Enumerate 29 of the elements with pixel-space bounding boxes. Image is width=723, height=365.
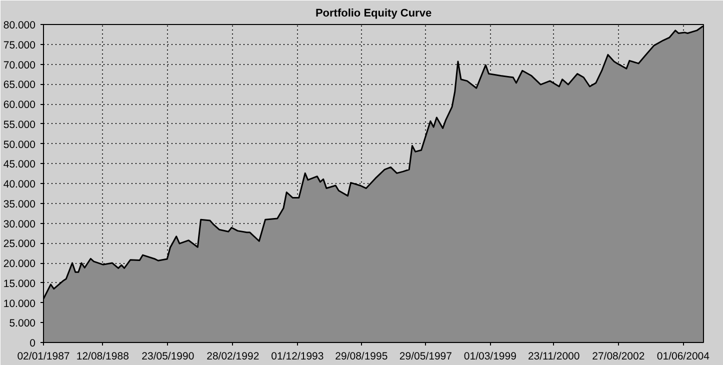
y-tick-label: 25.000 — [3, 238, 36, 250]
x-tick-label: 28/02/1992 — [206, 350, 260, 362]
x-tick-label: 23/05/1990 — [142, 350, 194, 362]
y-tick-label: 70.000 — [3, 59, 36, 72]
y-tick-label: 5.000 — [9, 318, 36, 330]
x-tick-label: 27/08/2002 — [592, 350, 645, 362]
chart-title: Portfolio Equity Curve — [315, 8, 432, 20]
y-tick-label: 10.000 — [3, 298, 36, 310]
x-tick-label: 12/08/1988 — [76, 350, 130, 362]
y-tick-label: 75.000 — [3, 39, 36, 52]
y-tick-label: 0 — [30, 338, 36, 350]
x-tick-label: 01/12/1993 — [271, 350, 324, 362]
y-tick-label: 50.000 — [3, 138, 36, 151]
x-tick-label: 02/01/1987 — [17, 350, 70, 362]
y-tick-label: 30.000 — [3, 218, 36, 230]
x-tick-label: 29/08/1995 — [335, 350, 388, 362]
y-tick-label: 80.000 — [3, 20, 36, 32]
y-tick-label: 60.000 — [3, 99, 36, 111]
x-tick-label: 29/05/1997 — [399, 350, 452, 362]
x-tick-label: 23/11/2000 — [528, 350, 580, 362]
y-tick-label: 55.000 — [3, 118, 36, 131]
x-tick-label: 01/06/2004 — [656, 350, 710, 362]
y-tick-label: 15.000 — [3, 278, 36, 290]
y-tick-label: 45.000 — [3, 158, 36, 171]
y-tick-label: 20.000 — [3, 258, 36, 270]
y-tick-label: 40.000 — [3, 178, 36, 190]
x-tick-label: 01/03/1999 — [464, 350, 517, 362]
y-tick-label: 65.000 — [3, 79, 36, 92]
y-tick-label: 35.000 — [3, 198, 36, 210]
